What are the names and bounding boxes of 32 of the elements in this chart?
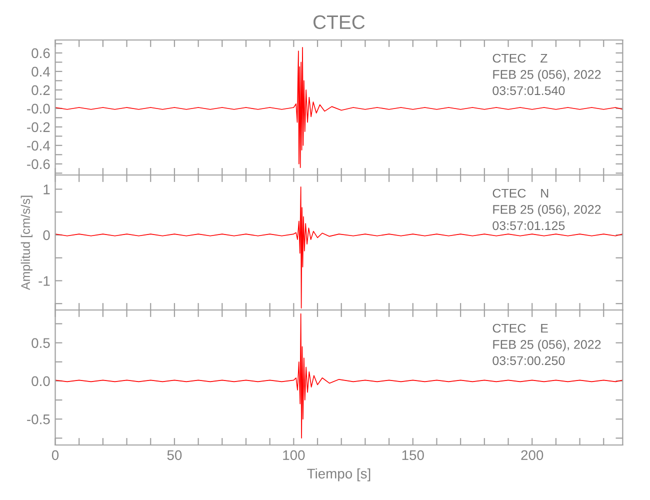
annotation: FEB 25 (056), 2022 <box>493 70 601 82</box>
x-tick-label: 200 <box>521 450 544 460</box>
x-tick-label: 150 <box>402 450 424 460</box>
y-tick-label: -1 <box>38 276 50 286</box>
y-tick-label: -0.2 <box>27 122 50 132</box>
annotation: 03:57:01.540 <box>492 86 565 96</box>
y-tick-label: 1 <box>44 184 50 194</box>
annotation: FEB 25 (056), 2022 <box>493 340 601 352</box>
chart-title: CTEC <box>313 15 365 30</box>
annotation: FEB 25 (056), 2022 <box>493 204 601 216</box>
y-tick-label: 0.5 <box>32 338 50 348</box>
y-tick-label: -0.5 <box>27 414 50 424</box>
annotation: CTEC Z <box>492 54 548 63</box>
y-tick-label: -0.0 <box>27 104 50 114</box>
y-tick-label: 0.0 <box>32 376 50 386</box>
line-series <box>55 313 623 439</box>
x-axis-title: Tiempo [s] <box>307 468 370 482</box>
annotation: 03:57:00.250 <box>492 356 565 366</box>
annotation: CTEC E <box>492 324 548 333</box>
x-tick-label: 100 <box>283 450 305 460</box>
annotation: 03:57:01.125 <box>492 221 565 230</box>
x-tick-label: 0 <box>52 450 59 460</box>
y-tick-label: -0.4 <box>27 140 50 151</box>
y-tick-label: -0.6 <box>27 159 50 170</box>
x-tick-label: 50 <box>167 450 182 460</box>
y-axis-title: Amplitud [cm/s/s] <box>20 196 32 290</box>
annotation: CTEC N <box>492 188 548 198</box>
y-tick-label: 0.6 <box>32 48 50 58</box>
y-tick-label: 0.2 <box>32 85 50 96</box>
line-series <box>55 46 623 168</box>
y-tick-label: 0.4 <box>32 66 50 77</box>
y-tick-label: 0 <box>43 230 50 240</box>
